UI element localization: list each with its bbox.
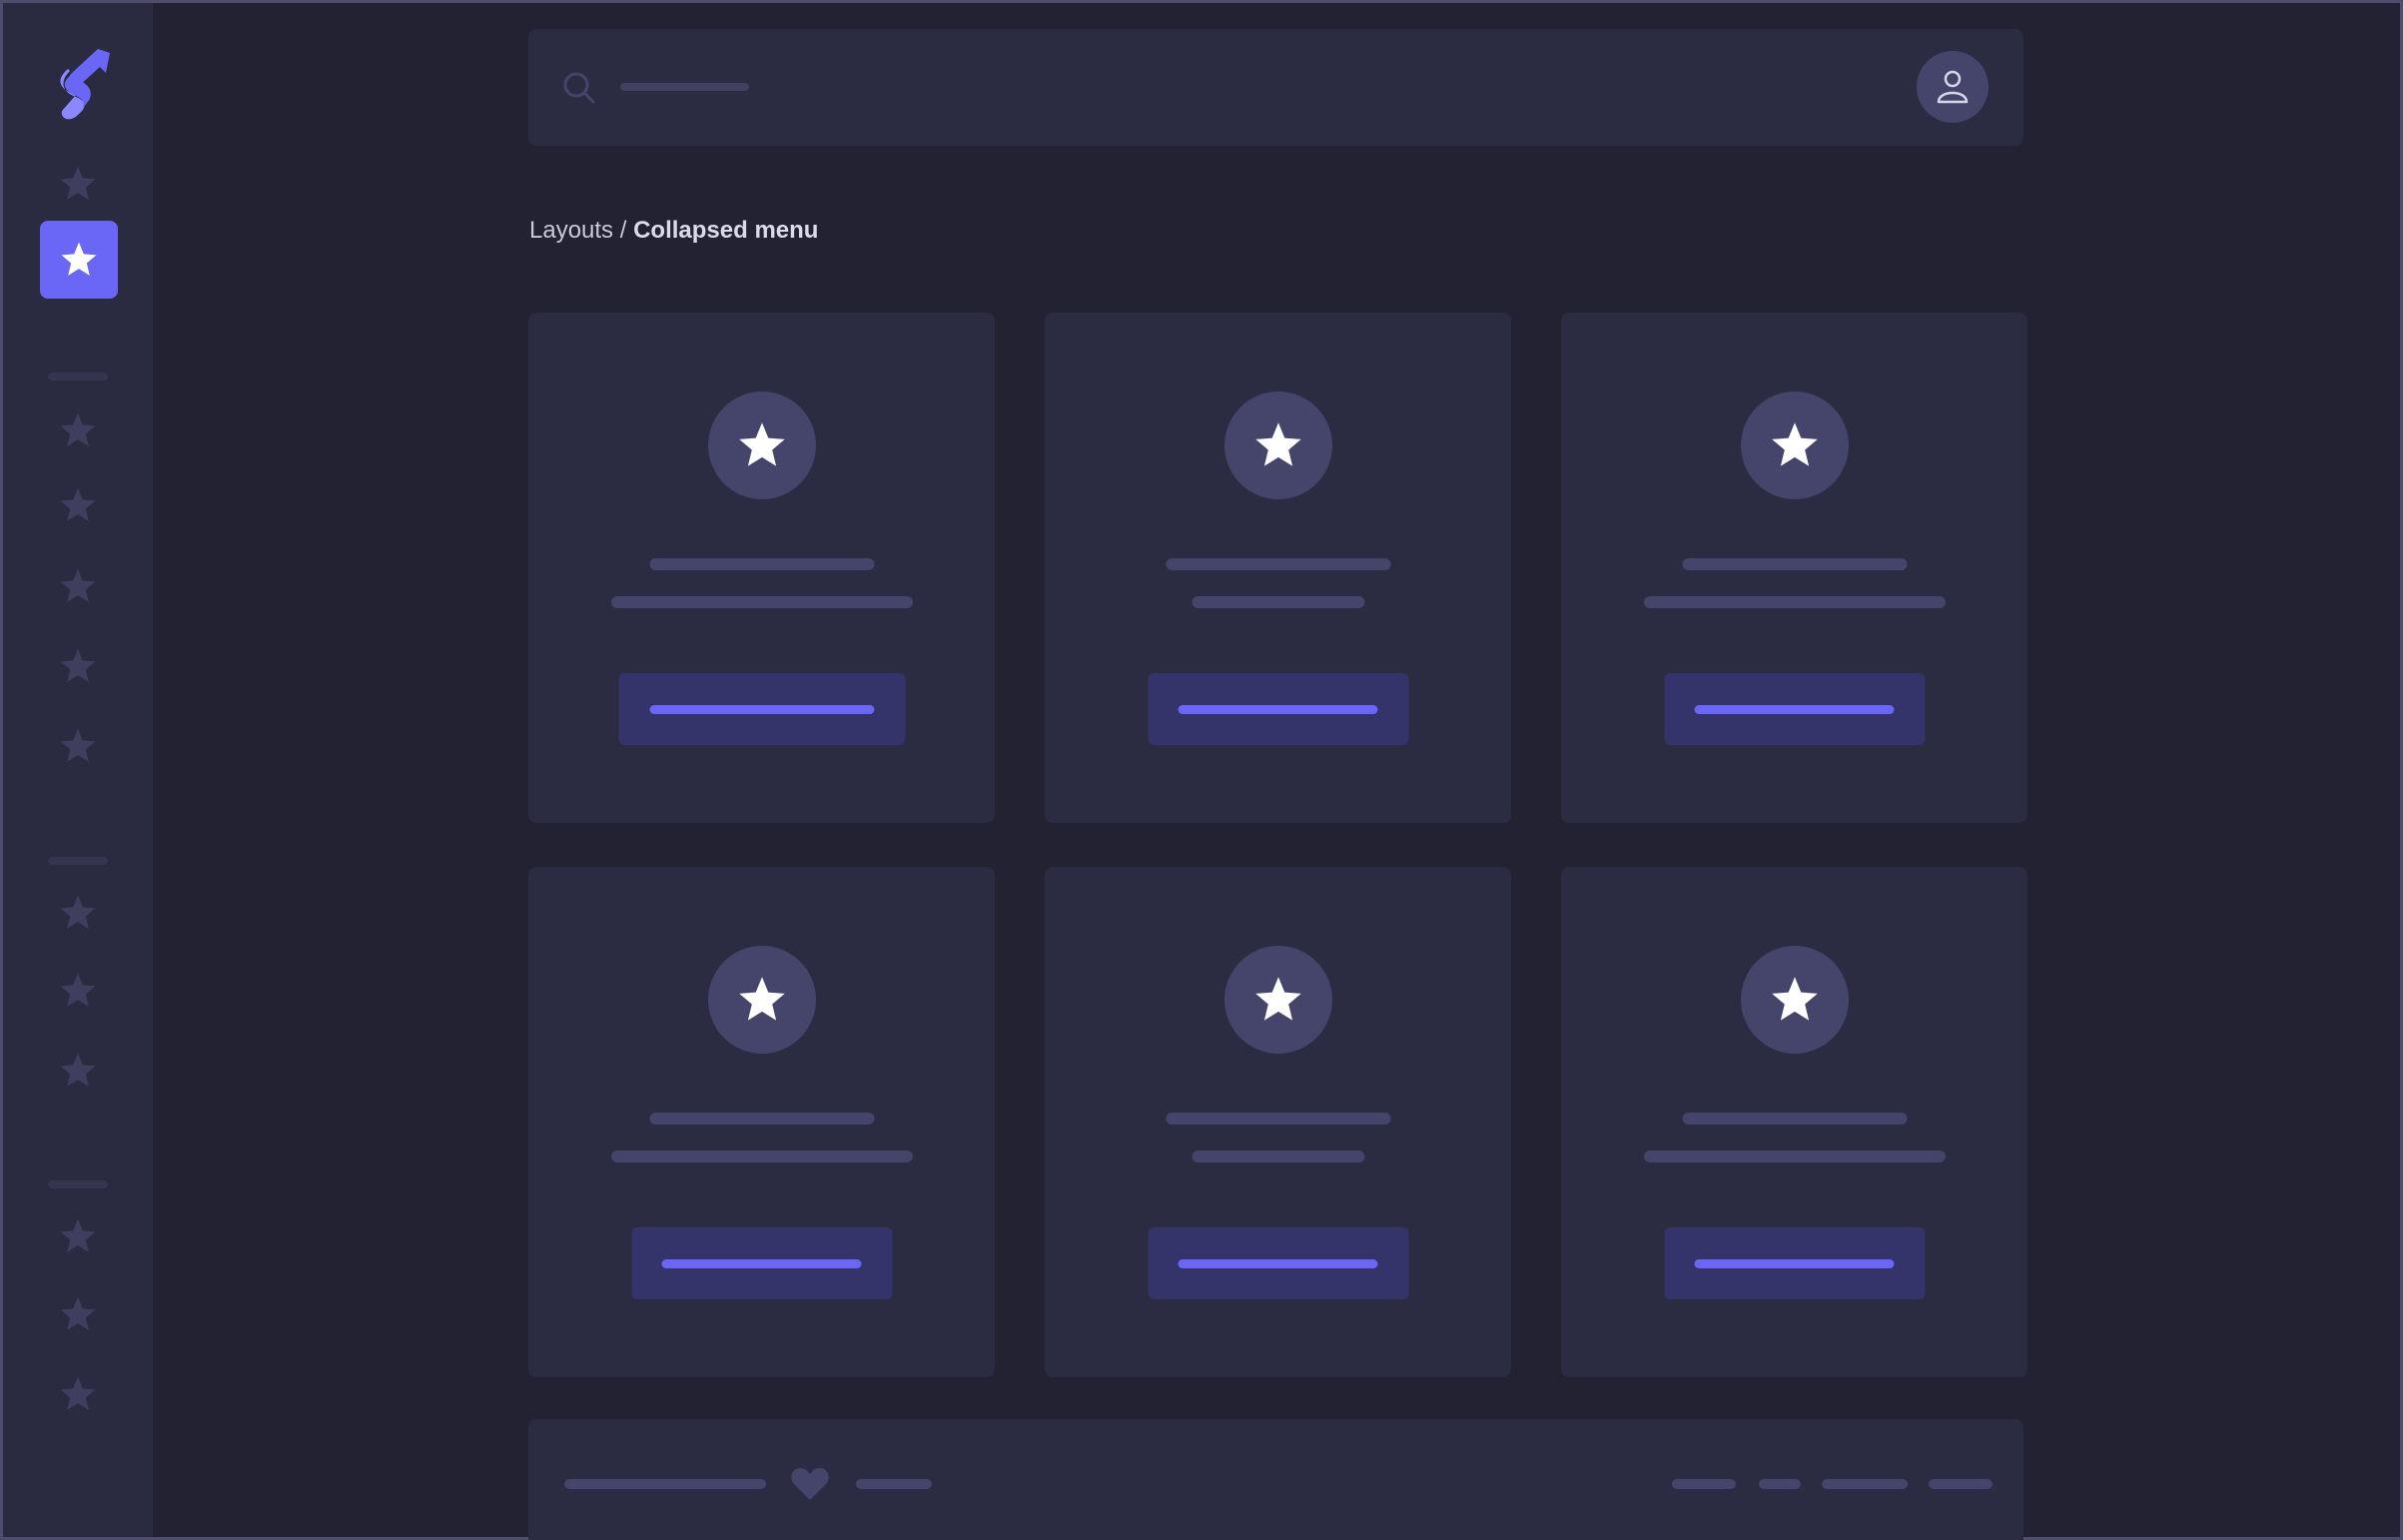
sidebar-divider bbox=[48, 373, 108, 381]
footer-link[interactable] bbox=[1822, 1479, 1908, 1489]
card-button-label bbox=[1694, 704, 1895, 714]
search-icon[interactable] bbox=[562, 71, 596, 105]
sidebar-item[interactable] bbox=[58, 726, 98, 766]
star-icon bbox=[60, 1296, 96, 1330]
card bbox=[1045, 313, 1511, 823]
card-button[interactable] bbox=[631, 1227, 892, 1299]
card bbox=[528, 867, 995, 1377]
user-icon bbox=[1937, 70, 1969, 104]
card-title bbox=[649, 1113, 874, 1125]
card-icon bbox=[707, 391, 816, 499]
card-title bbox=[1682, 558, 1907, 570]
card bbox=[1561, 867, 2027, 1377]
star-icon bbox=[60, 973, 96, 1007]
card-button-label bbox=[1178, 1258, 1378, 1268]
star-icon bbox=[60, 895, 96, 929]
card-title bbox=[1166, 1113, 1390, 1125]
avatar[interactable] bbox=[1917, 51, 1989, 123]
card-button[interactable] bbox=[1664, 1227, 1925, 1299]
footer-link[interactable] bbox=[1759, 1479, 1801, 1489]
star-icon bbox=[1254, 977, 1301, 1021]
breadcrumb-separator: / bbox=[613, 217, 634, 244]
card-button-label bbox=[1694, 1258, 1895, 1268]
star-icon bbox=[60, 1376, 96, 1410]
footer-text bbox=[564, 1479, 766, 1489]
brand-logo[interactable] bbox=[48, 45, 112, 123]
star-icon bbox=[738, 977, 785, 1021]
card-icon bbox=[1223, 946, 1332, 1054]
card-description bbox=[610, 1151, 913, 1162]
footer-text bbox=[856, 1479, 932, 1489]
sidebar-item[interactable] bbox=[58, 164, 98, 204]
card-title bbox=[1166, 558, 1390, 570]
card bbox=[528, 313, 995, 823]
star-icon bbox=[1771, 422, 1818, 466]
card-button[interactable] bbox=[1664, 673, 1925, 745]
card-description bbox=[1643, 596, 1946, 608]
sidebar bbox=[3, 3, 153, 1537]
card-icon bbox=[1740, 946, 1849, 1054]
top-bar bbox=[528, 29, 2023, 146]
card-description bbox=[1643, 1151, 1946, 1162]
footer-link[interactable] bbox=[1929, 1479, 1993, 1489]
card-button-label bbox=[1178, 704, 1378, 714]
card-icon bbox=[1223, 391, 1332, 499]
footer bbox=[528, 1419, 2023, 1540]
footer-link[interactable] bbox=[1672, 1479, 1736, 1489]
card-button[interactable] bbox=[1148, 673, 1408, 745]
sidebar-item[interactable] bbox=[58, 1051, 98, 1091]
sidebar-item-active[interactable] bbox=[40, 221, 118, 299]
card-title bbox=[649, 558, 874, 570]
sidebar-item[interactable] bbox=[58, 485, 98, 525]
breadcrumb: Layouts / Collapsed menu bbox=[529, 217, 818, 245]
sidebar-item[interactable] bbox=[58, 1294, 98, 1334]
star-icon bbox=[60, 1053, 96, 1087]
card bbox=[1045, 867, 1511, 1377]
star-icon bbox=[1254, 422, 1301, 466]
card-icon bbox=[1740, 391, 1849, 499]
sidebar-item[interactable] bbox=[58, 1216, 98, 1256]
star-icon bbox=[738, 422, 785, 466]
sidebar-item[interactable] bbox=[58, 971, 98, 1011]
card-title bbox=[1682, 1113, 1907, 1125]
sidebar-item[interactable] bbox=[58, 566, 98, 606]
sidebar-item[interactable] bbox=[58, 893, 98, 933]
heart-icon bbox=[791, 1467, 829, 1500]
card-description bbox=[610, 596, 913, 608]
star-icon bbox=[60, 1218, 96, 1252]
card bbox=[1561, 313, 2027, 823]
card-button[interactable] bbox=[618, 673, 905, 745]
sidebar-item[interactable] bbox=[58, 1374, 98, 1414]
search-input[interactable] bbox=[620, 83, 749, 91]
sidebar-divider bbox=[48, 1180, 108, 1188]
card-button-label bbox=[649, 704, 874, 714]
card-description bbox=[1192, 1151, 1364, 1162]
breadcrumb-parent[interactable]: Layouts bbox=[529, 217, 614, 244]
card-description bbox=[1192, 596, 1364, 608]
star-icon bbox=[60, 648, 96, 682]
star-icon bbox=[60, 728, 96, 762]
sidebar-item[interactable] bbox=[58, 646, 98, 686]
card-icon bbox=[707, 946, 816, 1054]
sidebar-item[interactable] bbox=[58, 410, 98, 450]
star-icon bbox=[1771, 977, 1818, 1021]
card-button-label bbox=[661, 1258, 862, 1268]
sidebar-divider bbox=[48, 857, 108, 865]
star-icon bbox=[60, 166, 96, 200]
card-button[interactable] bbox=[1148, 1227, 1408, 1299]
star-icon bbox=[60, 412, 96, 446]
star-icon bbox=[60, 487, 96, 521]
star-icon bbox=[61, 242, 97, 276]
star-icon bbox=[60, 568, 96, 602]
breadcrumb-current: Collapsed menu bbox=[633, 217, 819, 244]
